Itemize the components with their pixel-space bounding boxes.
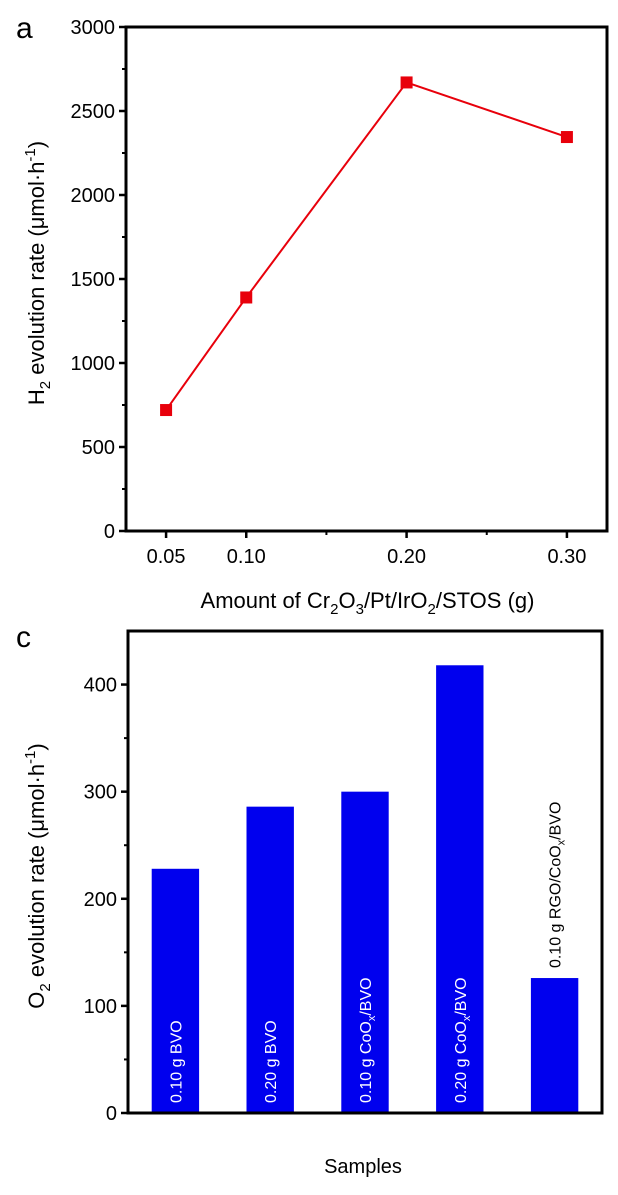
label-fragment: /BVO (548, 802, 565, 840)
bar-label-group: 0.10 g BVO 0.20 g BVO 0.10 g CoOx/BVO0.20 … (168, 802, 567, 1103)
bar-label: 0.10 g BVO (168, 1020, 185, 1103)
panel-c-bar-chart: c 0 100 200 300 400 0.10 g BVO 0.20 g BVO 0.10… (16, 621, 604, 1178)
data-point (560, 131, 573, 144)
x-axis-label: Amount of Cr2O3/Pt/IrO2/STOS (g) (201, 588, 535, 618)
plot-frame (124, 25, 609, 533)
bar (341, 791, 389, 1113)
label-fragment: 3 (356, 601, 364, 618)
label-fragment: /Pt/IrO (364, 588, 428, 613)
x-tick-group: 0.05 0.10 0.20 0.30 (147, 531, 586, 568)
label-fragment: 0.10 g RGO/CoO (548, 845, 565, 968)
x-tick-label: 0.10 (227, 546, 266, 568)
x-tick-label: 0.05 (147, 546, 186, 568)
plot-frame (126, 629, 604, 1115)
label-fragment: 0.20 g CoO (453, 1021, 470, 1103)
label-fragment: H (24, 389, 49, 405)
data-point (160, 404, 173, 417)
label-fragment: x (366, 1015, 378, 1021)
y-tick-label: 500 (82, 437, 115, 459)
bar-label: 0.10 g CoOx/BVO (358, 977, 378, 1103)
label-fragment: 2 (37, 983, 54, 991)
y-tick-label: 1000 (71, 353, 116, 375)
data-point (240, 291, 253, 304)
label-fragment: /BVO (453, 977, 470, 1015)
y-tick-label: 0 (104, 521, 115, 543)
y-tick-label: 400 (84, 675, 117, 697)
label-fragment: x (461, 1015, 473, 1021)
x-tick-label: 0.30 (547, 546, 586, 568)
label-fragment: 0.10 g CoO (358, 1021, 375, 1103)
y-tick-label: 3000 (71, 17, 116, 39)
y-tick-label: 0 (106, 1103, 117, 1125)
y-tick-label: 300 (84, 782, 117, 804)
label-fragment: 2 (428, 601, 436, 618)
bar-label: 0.10 g RGO/CoOx/BVO (548, 802, 568, 968)
label-fragment: -1 (22, 751, 39, 764)
label-fragment: 2 (37, 381, 54, 389)
series-group (160, 76, 573, 417)
bar-group (151, 665, 579, 1113)
y-axis-label: O2 evolution rate (μmol·h-1) (22, 743, 54, 1008)
y-tick-group: 0 100 200 300 400 (84, 675, 128, 1125)
label-fragment: 0.20 g BVO (263, 1020, 280, 1103)
label-fragment: O (338, 588, 355, 613)
x-tick-label: 0.20 (387, 546, 426, 568)
bar-label: 0.20 g BVO (263, 1020, 280, 1103)
y-tick-label: 2000 (71, 185, 116, 207)
panel-label-a: a (16, 12, 33, 45)
data-point (400, 76, 413, 89)
label-fragment: O (24, 992, 49, 1009)
bar (436, 665, 484, 1113)
y-tick-label: 200 (84, 889, 117, 911)
label-fragment: -1 (22, 148, 39, 161)
label-fragment: /BVO (358, 977, 375, 1015)
y-axis-label: H2 evolution rate (μmol·h-1) (22, 141, 54, 405)
panel-label-c: c (16, 621, 31, 654)
label-fragment: 2 (330, 601, 338, 618)
label-fragment: ) (24, 141, 49, 148)
label-fragment: x (556, 839, 568, 845)
y-tick-group: 0 500 1000 1500 2000 2500 3000 (71, 17, 126, 543)
bar-label: 0.20 g CoOx/BVO (453, 977, 473, 1103)
y-tick-label: 2500 (71, 101, 116, 123)
y-tick-label: 1500 (71, 269, 116, 291)
label-fragment: ) (24, 743, 49, 750)
label-fragment: evolution rate (μmol·h (24, 162, 49, 381)
bar (151, 868, 200, 1113)
series-line (165, 81, 568, 411)
bar (246, 806, 294, 1113)
x-axis-label: Samples (324, 1156, 402, 1178)
bar (530, 978, 579, 1113)
label-fragment: /STOS (g) (436, 588, 535, 613)
label-fragment: Amount of Cr (201, 588, 331, 613)
y-tick-label: 100 (84, 996, 117, 1018)
label-fragment: evolution rate (μmol·h (24, 764, 49, 983)
label-fragment: 0.10 g BVO (168, 1020, 185, 1103)
